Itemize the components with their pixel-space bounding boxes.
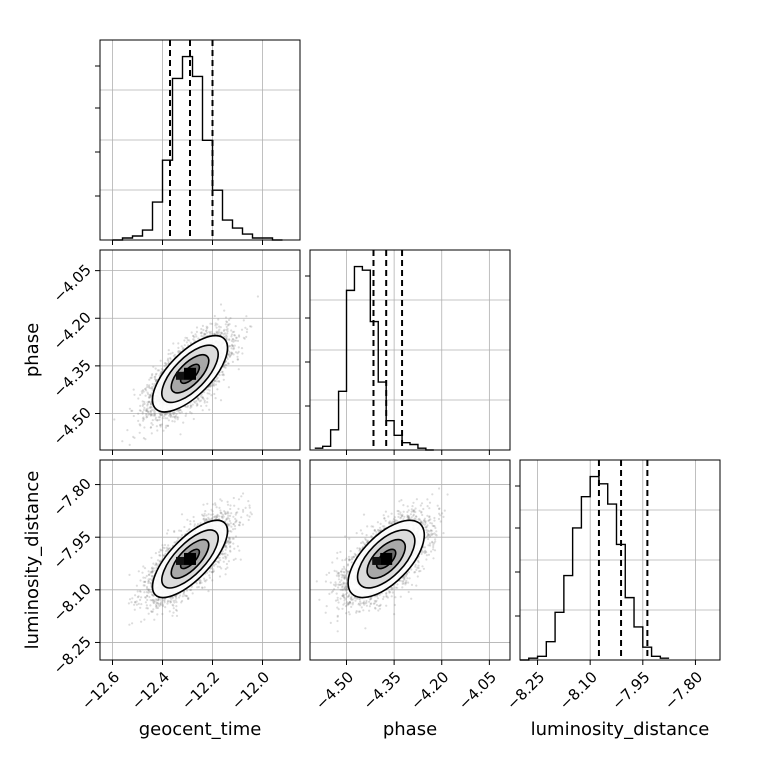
y-tick-label: −7.95 [50,527,95,572]
density-peak [372,556,381,565]
panel-frame [309,249,511,451]
panel-content [310,460,510,660]
panel-geocent_time-vs-phase [95,249,301,455]
y-tick-label: −4.20 [50,308,95,353]
panel-frame [309,459,511,661]
x-tick-label: −4.20 [407,668,452,713]
x-tick-label: −12.0 [228,668,273,713]
x-tick-label: −4.05 [455,668,500,713]
histogram-geocent_time [112,55,283,241]
panel-frame [99,249,301,451]
y-axis-label-phase: phase [22,323,43,377]
panel-frame [99,39,301,241]
diag-panel-geocent_time [95,39,301,245]
y-tick-label: −7.80 [50,475,95,520]
histogram-luminosity_distance [520,475,670,661]
y-tick-label: −4.50 [50,404,95,449]
x-tick-label: −12.4 [128,668,173,713]
panel-geocent_time-vs-luminosity_distance [95,459,301,665]
diag-panel-luminosity_distance [515,459,721,665]
panel-frame [99,459,301,661]
y-tick-label: −4.05 [50,261,95,306]
x-tick-label: −8.10 [556,668,601,713]
panel-frame [519,459,721,661]
density-peak [184,367,196,380]
x-tick-label: −4.35 [360,668,405,713]
x-axis-label-luminosity_distance: luminosity_distance [531,719,710,740]
y-tick-label: −4.35 [50,356,95,401]
panel-content [100,250,300,450]
density-peak [176,371,184,380]
y-tick-label: −8.10 [50,580,95,625]
density-peak [176,556,184,565]
diag-panel-phase [305,249,511,455]
y-axis-label-luminosity_distance: luminosity_distance [22,471,43,650]
x-axis-label-geocent_time: geocent_time [139,719,262,740]
y-tick-label: −8.25 [50,633,95,678]
x-tick-label: −4.50 [312,668,357,713]
density-peak [184,552,196,565]
x-tick-label: −7.80 [661,668,706,713]
panel-phase-vs-luminosity_distance [309,459,511,665]
density-peak [380,552,393,565]
x-tick-label: −12.6 [78,668,123,713]
x-tick-label: −7.95 [608,668,653,713]
panel-content [100,460,300,660]
x-axis-label-phase: phase [383,719,437,740]
x-tick-label: −12.2 [178,668,223,713]
x-tick-label: −8.25 [503,668,548,713]
